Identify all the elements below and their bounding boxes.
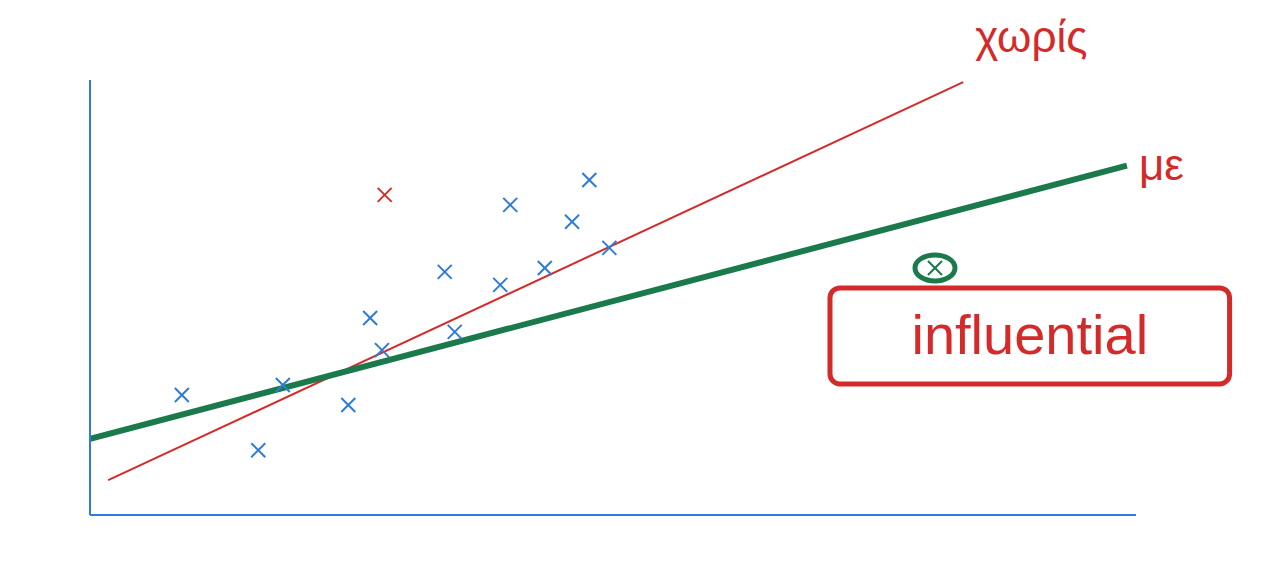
svg-text:με: με: [1139, 140, 1184, 189]
svg-text:influential: influential: [911, 303, 1148, 366]
svg-text:χωρίς: χωρίς: [975, 12, 1087, 61]
